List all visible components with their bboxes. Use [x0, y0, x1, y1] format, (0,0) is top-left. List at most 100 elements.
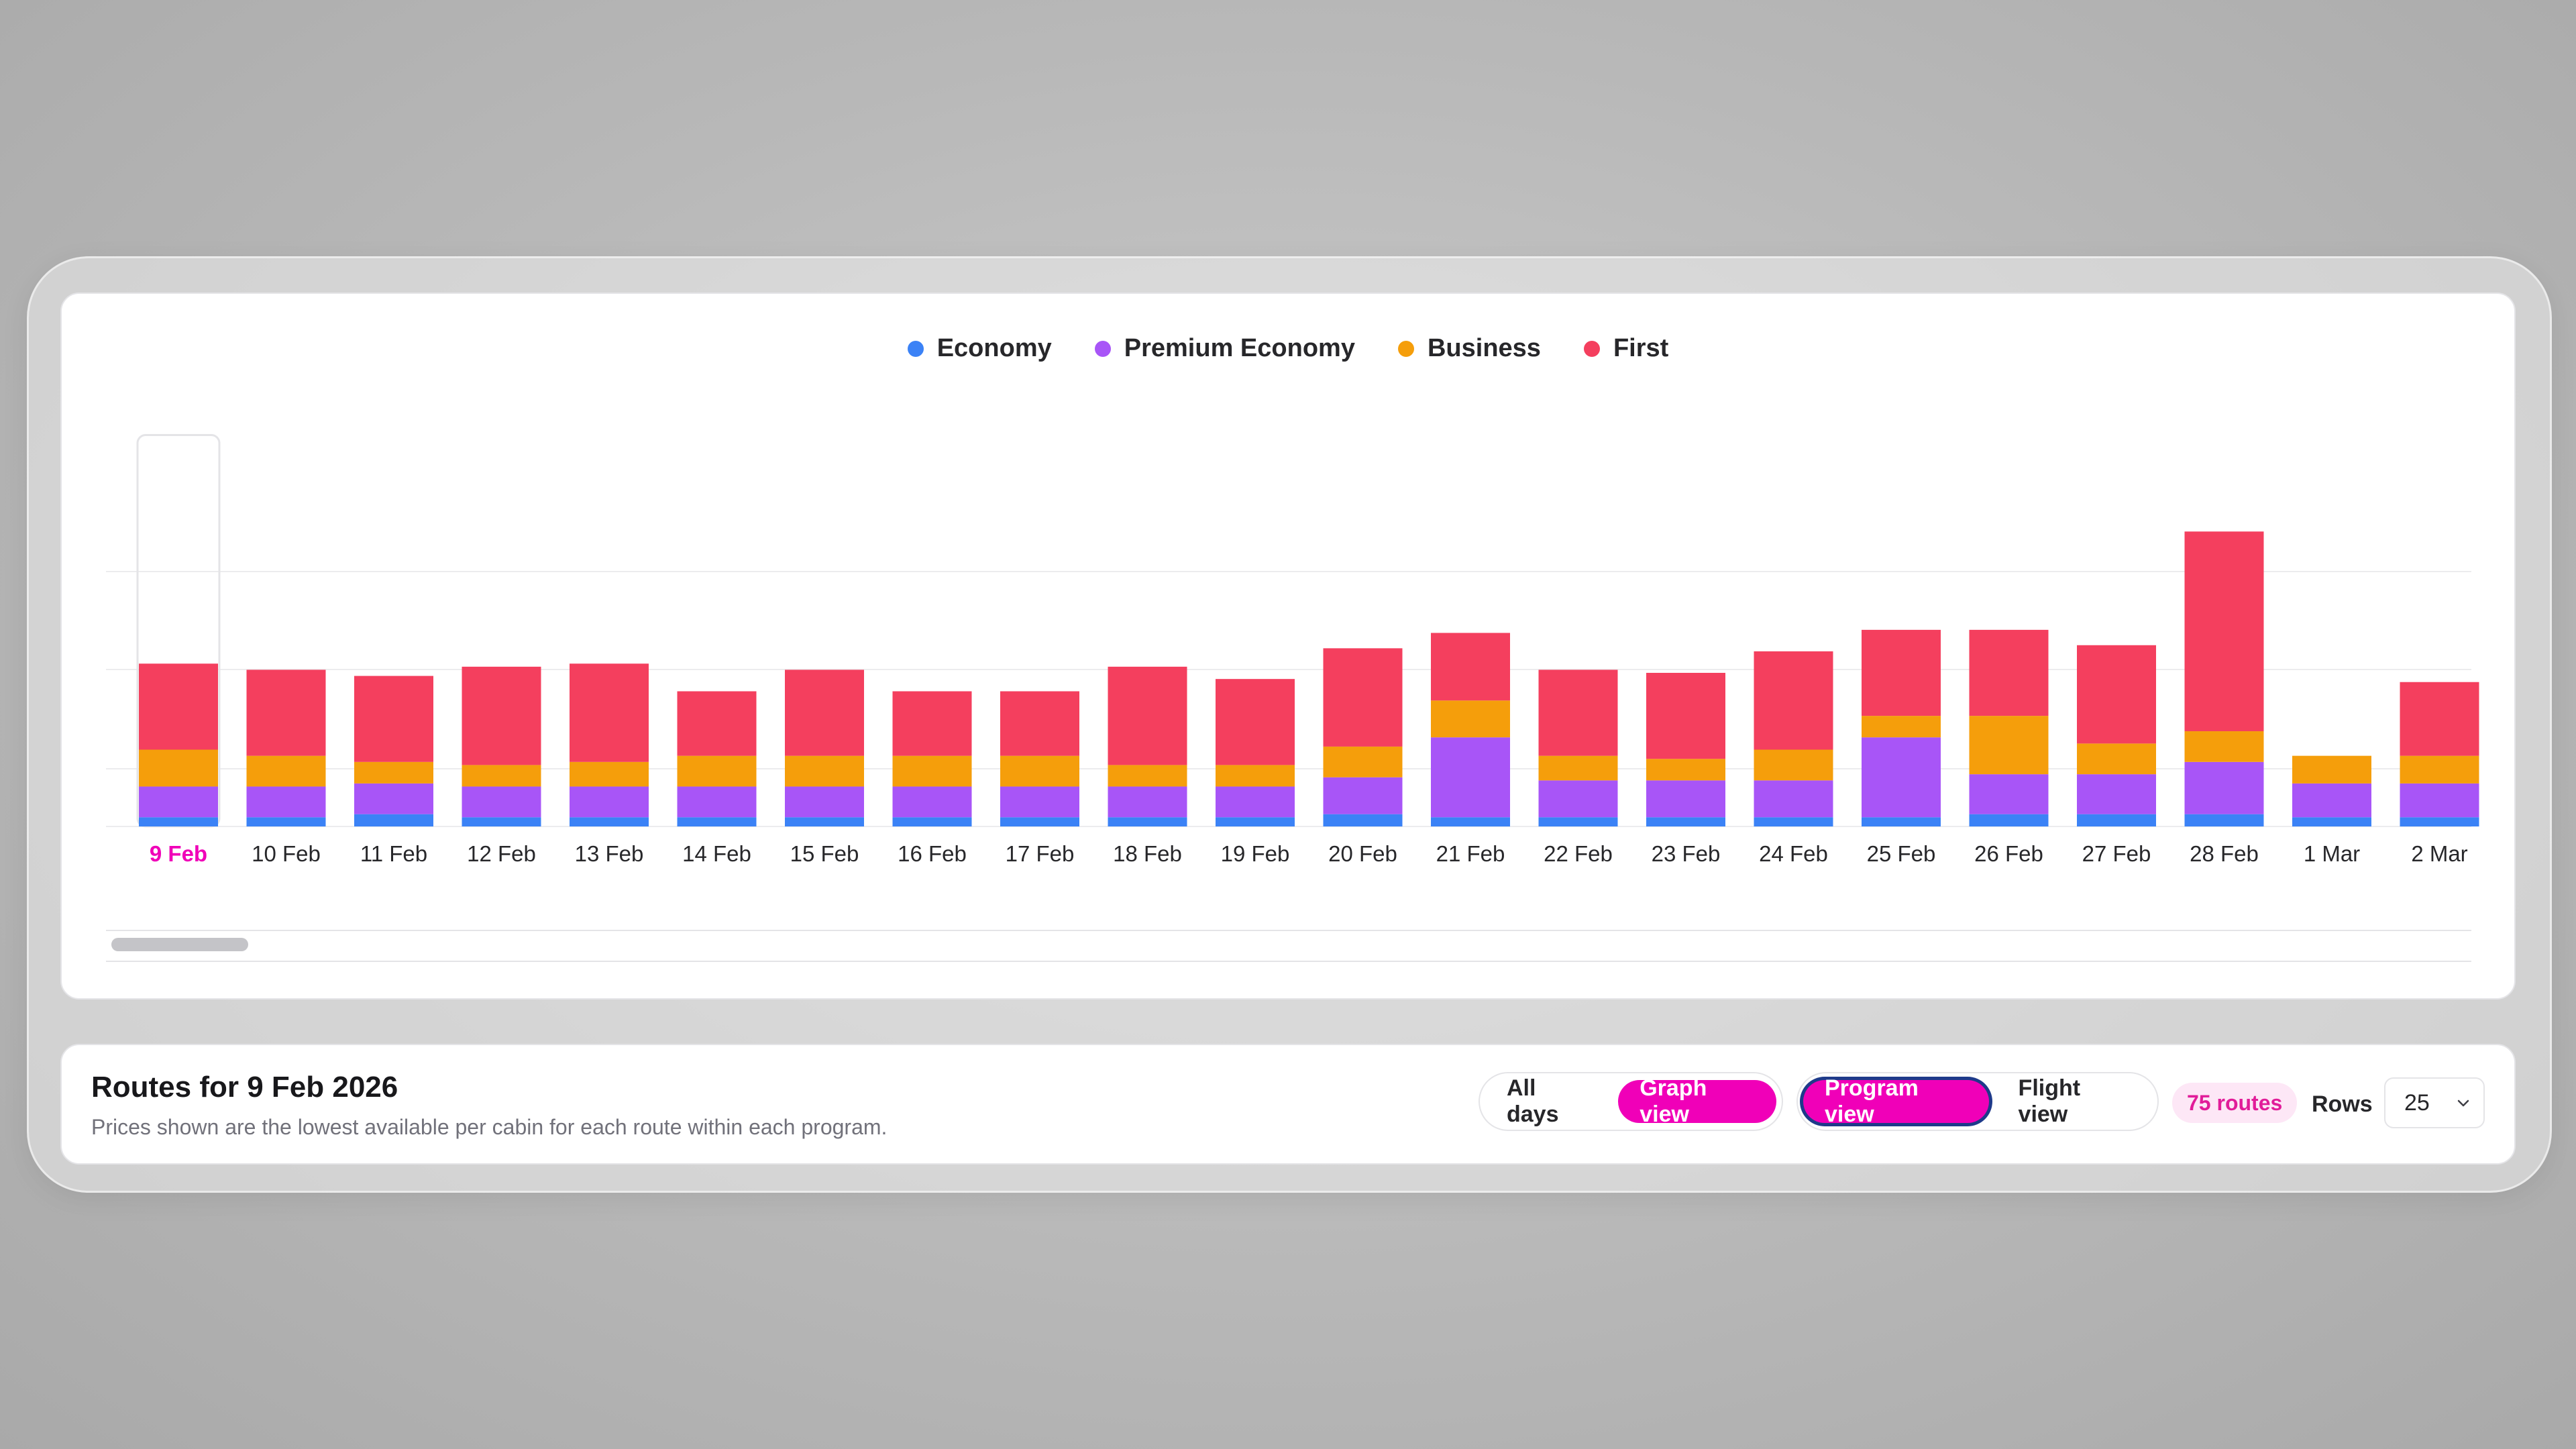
bar-economy: [1216, 817, 1295, 826]
routes-title: Routes for 9 Feb 2026: [91, 1071, 398, 1104]
x-tick-label: 28 Feb: [2190, 841, 2259, 866]
routes-count-badge: 75 routes: [2172, 1083, 2298, 1123]
day-view-toggle: All days Graph view: [1479, 1072, 1783, 1131]
bar-economy: [570, 817, 649, 826]
x-tick-label: 2 Mar: [2411, 841, 2467, 866]
flight-view-button[interactable]: Flight view: [2018, 1075, 2081, 1127]
bar-first: [462, 666, 541, 765]
bar-economy: [2400, 817, 2479, 826]
bar-premium-economy: [1646, 780, 1725, 818]
bar-first: [2400, 682, 2479, 756]
x-tick-label: 16 Feb: [898, 841, 967, 866]
bar-business: [1538, 755, 1618, 781]
bar-business: [2184, 731, 2264, 762]
x-tick-label: 14 Feb: [682, 841, 751, 866]
bar-first: [570, 663, 649, 762]
bar-economy: [1538, 817, 1618, 826]
chart-card: Economy Premium Economy Business First 9…: [60, 292, 2516, 1000]
rows-select-value: 25: [2404, 1089, 2430, 1116]
legend-dot-premium-economy: [1094, 340, 1111, 357]
bar-premium-economy: [1108, 786, 1187, 818]
chart-legend: Economy Premium Economy Business First: [62, 334, 2514, 363]
bar-business: [2400, 755, 2479, 784]
all-days-button[interactable]: All days: [1507, 1075, 1559, 1127]
x-tick-label: 24 Feb: [1759, 841, 1828, 866]
x-tick-label: 10 Feb: [252, 841, 321, 866]
bar-economy: [677, 817, 757, 826]
bar-business: [462, 765, 541, 787]
bar-economy: [139, 817, 218, 826]
bar-first: [1646, 673, 1725, 759]
x-tick-label: 9 Feb: [150, 841, 207, 866]
bar-economy: [1969, 814, 2049, 826]
legend-item-economy[interactable]: Economy: [907, 334, 1052, 363]
bar-first: [1431, 633, 1510, 701]
bar-premium-economy: [892, 786, 972, 818]
bar-first: [246, 669, 326, 756]
bar-economy: [1754, 817, 1833, 826]
bar-economy: [2184, 814, 2264, 826]
x-tick-label: 22 Feb: [1544, 841, 1613, 866]
legend-label-business: Business: [1427, 334, 1541, 362]
x-tick-label: 19 Feb: [1221, 841, 1290, 866]
legend-item-first[interactable]: First: [1583, 334, 1669, 363]
chart-scrollbar[interactable]: [106, 930, 2471, 962]
legend-dot-business: [1397, 340, 1414, 357]
routes-subtitle: Prices shown are the lowest available pe…: [91, 1115, 888, 1139]
legend-label-first: First: [1613, 334, 1669, 362]
legend-dot-first: [1583, 340, 1600, 357]
bar-economy: [1323, 814, 1403, 826]
bar-premium-economy: [1969, 774, 2049, 814]
bar-first: [1216, 679, 1295, 765]
stacked-bar-chart: 9 Feb 10 Feb 11 Feb 12 Feb 13 Feb 14 Feb 15 Fe…: [106, 434, 2479, 866]
legend-dot-economy: [907, 340, 924, 357]
bar-business: [139, 749, 218, 787]
bar-premium-economy: [2184, 761, 2264, 814]
x-tick-label: 26 Feb: [1974, 841, 2043, 866]
x-tick-label: 17 Feb: [1006, 841, 1075, 866]
bar-business: [1431, 700, 1510, 738]
bar-business: [1216, 765, 1295, 787]
bar-first: [1108, 666, 1187, 765]
bar-first: [1862, 629, 1941, 716]
x-tick-label: 1 Mar: [2304, 841, 2360, 866]
bar-premium-economy: [462, 786, 541, 818]
bar-premium-economy: [785, 786, 864, 818]
bar-premium-economy: [2400, 783, 2479, 818]
legend-item-business[interactable]: Business: [1397, 334, 1541, 363]
x-tick-label: 20 Feb: [1328, 841, 1397, 866]
x-tick-label: 21 Feb: [1436, 841, 1505, 866]
bar-economy: [785, 817, 864, 826]
x-tick-label: 12 Feb: [467, 841, 536, 866]
bar-first: [677, 691, 757, 756]
x-tick-label: 23 Feb: [1652, 841, 1721, 866]
bar-premium-economy: [1323, 777, 1403, 814]
chart-scrollbar-thumb[interactable]: [111, 938, 248, 951]
bar-business: [1862, 716, 1941, 738]
bar-economy: [1000, 817, 1079, 826]
bar-first: [892, 691, 972, 756]
bar-first: [1754, 651, 1833, 750]
rows-select[interactable]: 25: [2384, 1077, 2485, 1128]
x-tick-label: 18 Feb: [1113, 841, 1182, 866]
bar-business: [2077, 743, 2156, 775]
bar-premium-economy: [1000, 786, 1079, 818]
bar-business: [1323, 746, 1403, 777]
legend-item-premium-economy[interactable]: Premium Economy: [1094, 334, 1355, 363]
bar-premium-economy: [1862, 737, 1941, 818]
bar-economy: [2292, 817, 2371, 826]
x-tick-label: 15 Feb: [790, 841, 859, 866]
bar-business: [677, 755, 757, 787]
bar-economy: [462, 817, 541, 826]
bar-business: [1969, 716, 2049, 775]
bar-first: [2077, 645, 2156, 744]
result-view-toggle: Program view Flight view: [1796, 1072, 2159, 1131]
graph-view-button[interactable]: Graph view: [1618, 1075, 1776, 1127]
bar-economy: [246, 817, 326, 826]
legend-label-premium-economy: Premium Economy: [1124, 334, 1355, 362]
bar-first: [1000, 691, 1079, 756]
program-view-button[interactable]: Program view: [1803, 1075, 1989, 1127]
x-tick-label: 25 Feb: [1867, 841, 1936, 866]
legend-label-economy: Economy: [936, 334, 1052, 362]
bar-first: [1538, 669, 1618, 756]
